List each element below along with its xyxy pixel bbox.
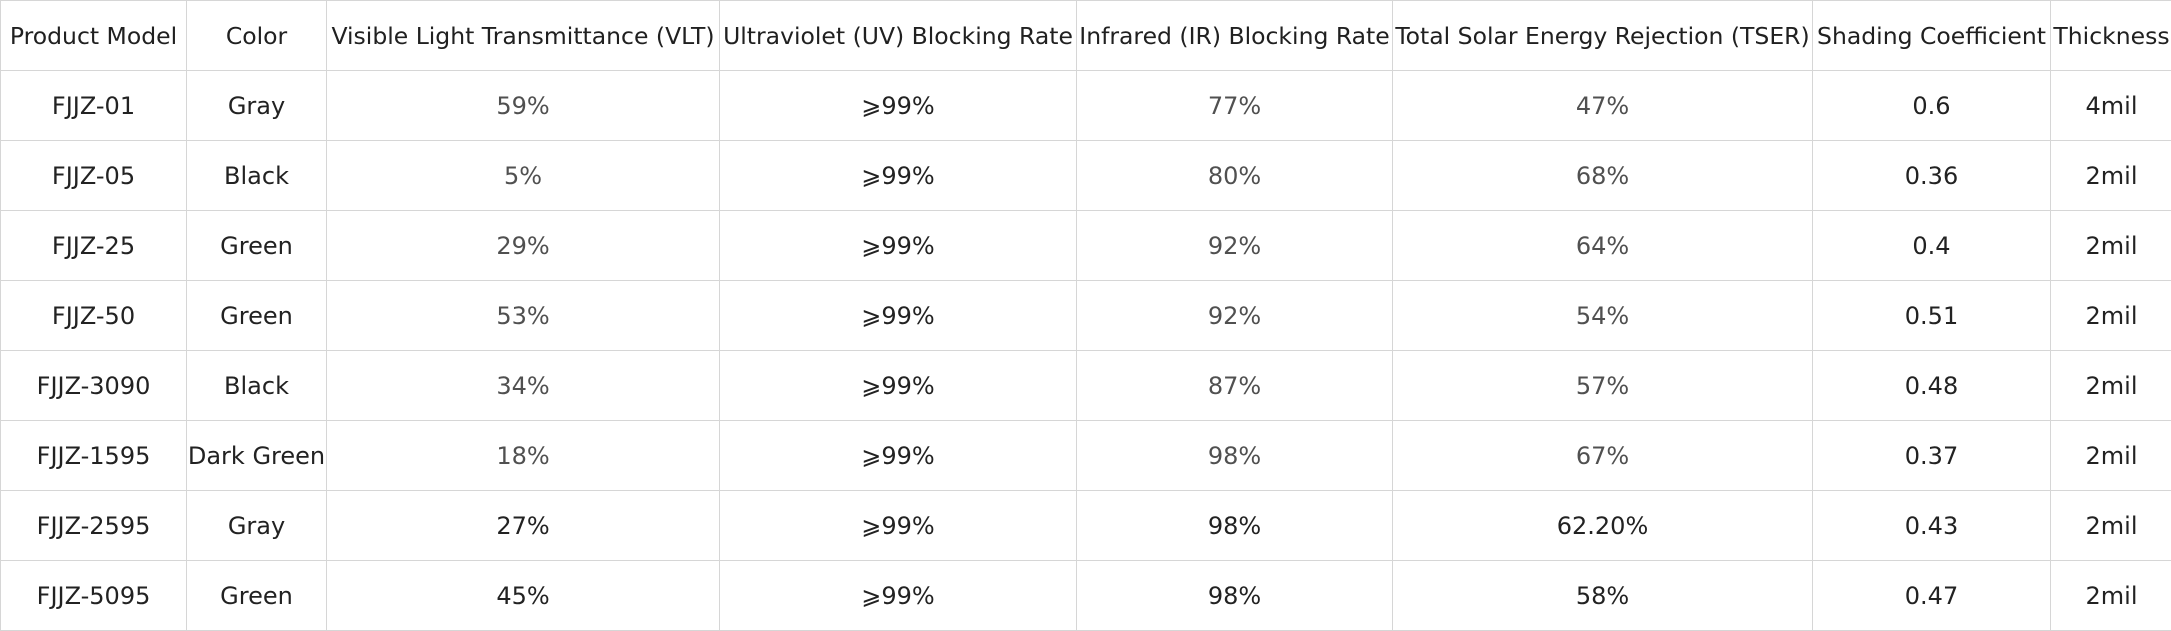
cell-color: Green	[186, 280, 327, 351]
cell-uv-blocking: ⩾99%	[719, 420, 1077, 491]
header-ir-blocking: Infrared (IR) Blocking Rate	[1076, 0, 1393, 71]
cell-product-model: FJJZ-05	[0, 140, 187, 211]
cell-thickness: 2mil	[2050, 280, 2171, 351]
table-row: FJJZ-25 Green 29% ⩾99% 92% 64% 0.4 2mil	[0, 210, 2171, 281]
cell-shading-coefficient: 0.4	[1812, 210, 2051, 281]
header-uv-blocking: Ultraviolet (UV) Blocking Rate	[719, 0, 1077, 71]
table-row: FJJZ-01 Gray 59% ⩾99% 77% 47% 0.6 4mil	[0, 70, 2171, 141]
cell-color: Black	[186, 350, 327, 421]
header-product-model: Product Model	[0, 0, 187, 71]
cell-uv-blocking: ⩾99%	[719, 490, 1077, 561]
table-row: FJJZ-50 Green 53% ⩾99% 92% 54% 0.51 2mil	[0, 280, 2171, 351]
table-row: FJJZ-2595 Gray 27% ⩾99% 98% 62.20% 0.43 …	[0, 490, 2171, 561]
cell-thickness: 2mil	[2050, 350, 2171, 421]
cell-uv-blocking: ⩾99%	[719, 70, 1077, 141]
cell-product-model: FJJZ-5095	[0, 560, 187, 631]
cell-color: Gray	[186, 70, 327, 141]
cell-ir-blocking: 98%	[1076, 420, 1393, 491]
cell-shading-coefficient: 0.51	[1812, 280, 2051, 351]
cell-tser: 58%	[1392, 560, 1813, 631]
cell-tser: 57%	[1392, 350, 1813, 421]
cell-product-model: FJJZ-50	[0, 280, 187, 351]
cell-vlt: 53%	[326, 280, 720, 351]
cell-vlt: 29%	[326, 210, 720, 281]
cell-vlt: 27%	[326, 490, 720, 561]
cell-ir-blocking: 80%	[1076, 140, 1393, 211]
cell-thickness: 2mil	[2050, 560, 2171, 631]
cell-uv-blocking: ⩾99%	[719, 560, 1077, 631]
cell-shading-coefficient: 0.37	[1812, 420, 2051, 491]
cell-shading-coefficient: 0.43	[1812, 490, 2051, 561]
cell-uv-blocking: ⩾99%	[719, 280, 1077, 351]
cell-color: Green	[186, 210, 327, 281]
cell-ir-blocking: 92%	[1076, 280, 1393, 351]
cell-vlt: 59%	[326, 70, 720, 141]
cell-tser: 47%	[1392, 70, 1813, 141]
cell-ir-blocking: 77%	[1076, 70, 1393, 141]
header-shading-coefficient: Shading Coefficient	[1812, 0, 2051, 71]
header-vlt: Visible Light Transmittance (VLT)	[326, 0, 720, 71]
cell-vlt: 34%	[326, 350, 720, 421]
cell-thickness: 4mil	[2050, 70, 2171, 141]
cell-uv-blocking: ⩾99%	[719, 350, 1077, 421]
table-header-row: Product Model Color Visible Light Transm…	[0, 0, 2171, 71]
cell-shading-coefficient: 0.48	[1812, 350, 2051, 421]
cell-shading-coefficient: 0.6	[1812, 70, 2051, 141]
cell-thickness: 2mil	[2050, 210, 2171, 281]
cell-color: Dark Green	[186, 420, 327, 491]
cell-shading-coefficient: 0.47	[1812, 560, 2051, 631]
cell-product-model: FJJZ-3090	[0, 350, 187, 421]
cell-tser: 67%	[1392, 420, 1813, 491]
cell-ir-blocking: 98%	[1076, 490, 1393, 561]
cell-color: Green	[186, 560, 327, 631]
cell-tser: 68%	[1392, 140, 1813, 211]
cell-vlt: 18%	[326, 420, 720, 491]
header-thickness: Thickness	[2050, 0, 2171, 71]
cell-product-model: FJJZ-2595	[0, 490, 187, 561]
table-row: FJJZ-1595 Dark Green 18% ⩾99% 98% 67% 0.…	[0, 420, 2171, 491]
cell-uv-blocking: ⩾99%	[719, 210, 1077, 281]
cell-ir-blocking: 87%	[1076, 350, 1393, 421]
cell-product-model: FJJZ-1595	[0, 420, 187, 491]
cell-vlt: 5%	[326, 140, 720, 211]
cell-ir-blocking: 98%	[1076, 560, 1393, 631]
table-row: FJJZ-3090 Black 34% ⩾99% 87% 57% 0.48 2m…	[0, 350, 2171, 421]
table-row: FJJZ-5095 Green 45% ⩾99% 98% 58% 0.47 2m…	[0, 560, 2171, 631]
cell-ir-blocking: 92%	[1076, 210, 1393, 281]
header-color: Color	[186, 0, 327, 71]
cell-uv-blocking: ⩾99%	[719, 140, 1077, 211]
cell-product-model: FJJZ-25	[0, 210, 187, 281]
cell-thickness: 2mil	[2050, 140, 2171, 211]
cell-color: Black	[186, 140, 327, 211]
cell-thickness: 2mil	[2050, 420, 2171, 491]
cell-thickness: 2mil	[2050, 490, 2171, 561]
cell-shading-coefficient: 0.36	[1812, 140, 2051, 211]
cell-color: Gray	[186, 490, 327, 561]
cell-tser: 54%	[1392, 280, 1813, 351]
cell-tser: 64%	[1392, 210, 1813, 281]
cell-vlt: 45%	[326, 560, 720, 631]
table-row: FJJZ-05 Black 5% ⩾99% 80% 68% 0.36 2mil	[0, 140, 2171, 211]
cell-tser: 62.20%	[1392, 490, 1813, 561]
header-tser: Total Solar Energy Rejection (TSER)	[1392, 0, 1813, 71]
cell-product-model: FJJZ-01	[0, 70, 187, 141]
